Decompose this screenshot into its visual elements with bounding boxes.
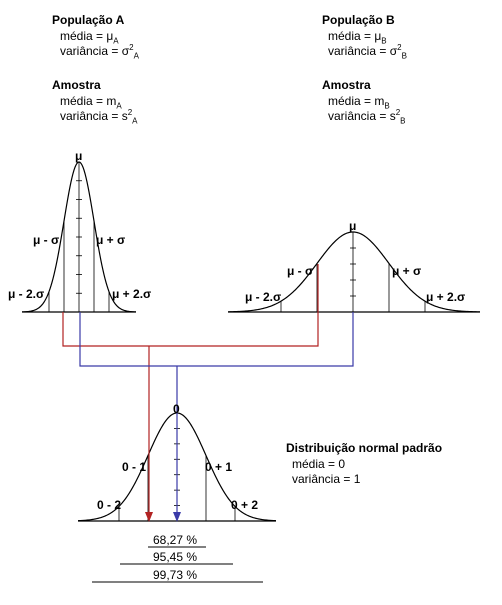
curve-b-minus-2sigma-label: μ - 2.σ <box>245 290 282 304</box>
standard-minus-1-label: 0 - 1 <box>122 460 147 474</box>
curve-a-plus-sigma-label: μ + σ <box>96 233 126 247</box>
blue-connector-line <box>79 312 354 367</box>
blue-arrowhead <box>173 512 181 522</box>
percent-68-label: 68,27 % <box>153 533 198 547</box>
standard-plus-1-label: 0 + 1 <box>205 460 233 474</box>
population-b-title: População B <box>322 13 395 27</box>
curve-a-mu-label: μ <box>75 149 83 163</box>
curve-a <box>21 161 137 313</box>
standard-normal-variance: variância = 1 <box>292 472 361 486</box>
standard-normal-mean: média = 0 <box>292 457 346 471</box>
red-connector-line <box>62 264 319 347</box>
curve-b-plus-sigma-label: μ + σ <box>392 264 422 278</box>
curve-b-minus-sigma-label: μ - σ <box>287 264 314 278</box>
percent-95-label: 95,45 % <box>153 550 198 564</box>
sample-a-variance: variância = s2A <box>60 108 138 126</box>
population-b-mean: média = μB <box>328 29 387 46</box>
percent-99-label: 99,73 % <box>153 568 198 582</box>
sample-a-mean: média = mA <box>60 94 122 111</box>
population-a-title: População A <box>52 13 125 27</box>
standard-plus-2-label: 0 + 2 <box>231 498 259 512</box>
standard-zero-label: 0 <box>173 402 180 416</box>
red-arrowhead <box>145 512 153 522</box>
population-a-variance: variância = σ2A <box>60 43 139 61</box>
sample-b-title: Amostra <box>322 78 371 92</box>
curve-b-path <box>227 231 481 313</box>
standard-minus-2-label: 0 - 2 <box>97 498 122 512</box>
sample-b-variance: variância = s2B <box>328 108 406 126</box>
curve-a-minus-sigma-label: μ - σ <box>33 233 60 247</box>
sample-b-mean: média = mB <box>328 94 390 111</box>
population-b-variance: variância = σ2B <box>328 43 407 61</box>
curve-b <box>227 231 481 313</box>
sample-a-title: Amostra <box>52 78 101 92</box>
curve-a-plus-2sigma-label: μ + 2.σ <box>112 287 152 301</box>
curve-b-plus-2sigma-label: μ + 2.σ <box>426 290 466 304</box>
curve-a-ticks <box>48 162 110 312</box>
curve-a-minus-2sigma-label: μ - 2.σ <box>8 287 45 301</box>
population-a-mean: média = μA <box>60 29 119 46</box>
curve-b-mu-label: μ <box>349 219 357 233</box>
curve-b-ticks <box>280 232 426 312</box>
standard-normal-title: Distribuição normal padrão <box>286 441 443 455</box>
